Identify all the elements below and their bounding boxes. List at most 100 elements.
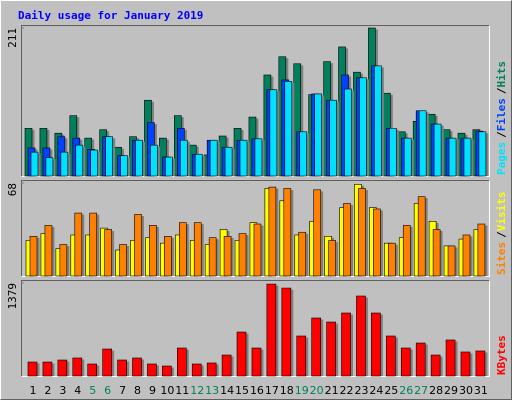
x-tick-label: 8 — [134, 384, 141, 397]
bar — [298, 231, 307, 277]
bar — [388, 242, 396, 277]
bar — [59, 244, 68, 277]
bar — [224, 146, 233, 177]
x-tick-label: 6 — [104, 384, 111, 397]
bar — [296, 335, 307, 377]
bar — [134, 214, 142, 277]
legend: Sites /Visits — [495, 192, 508, 276]
bar — [269, 89, 278, 177]
bar — [371, 312, 381, 377]
x-tick-label: 25 — [384, 384, 398, 397]
bar — [135, 139, 143, 177]
x-tick-label: 13 — [205, 384, 219, 397]
bar — [268, 186, 277, 277]
bar — [478, 131, 487, 177]
y-tick-label: 211 — [6, 28, 19, 48]
bar — [430, 354, 441, 377]
y-tick-label: 1379 — [6, 283, 19, 310]
bar — [266, 283, 277, 377]
x-tick-label: 11 — [175, 384, 189, 397]
bar — [206, 362, 217, 377]
x-tick-label: 16 — [250, 384, 264, 397]
bar — [105, 136, 113, 177]
panel-edge-dark — [21, 180, 490, 277]
bar — [119, 244, 127, 277]
bar — [74, 212, 83, 277]
bar — [447, 245, 456, 277]
bar — [44, 225, 53, 277]
bar — [209, 139, 218, 177]
bar — [400, 347, 411, 377]
bar — [239, 139, 248, 177]
x-tick-label: 10 — [160, 384, 174, 397]
x-tick-label: 7 — [119, 384, 126, 397]
bar — [165, 156, 173, 177]
panel-edge-light — [21, 280, 490, 377]
bar — [418, 110, 427, 177]
bar — [179, 222, 187, 277]
bar — [29, 236, 38, 277]
legend-entry: Pages — [495, 142, 508, 175]
bar — [374, 65, 382, 177]
bar — [373, 208, 381, 277]
bar — [389, 128, 397, 177]
bar — [236, 331, 247, 377]
x-tick-label: 2 — [44, 384, 51, 397]
bar — [132, 357, 142, 377]
bar — [326, 321, 336, 377]
bar — [284, 81, 293, 177]
bar — [341, 312, 351, 377]
bar — [27, 361, 38, 377]
y-tick-label: 68 — [6, 183, 19, 196]
legend-separator: / — [495, 131, 508, 138]
bar — [117, 359, 127, 377]
bar — [403, 137, 412, 177]
panel-edge-dark — [21, 280, 490, 377]
x-tick-label: 27 — [414, 384, 428, 397]
x-tick-label: 4 — [74, 384, 81, 397]
legend-separator: / — [495, 231, 508, 238]
bar — [120, 155, 128, 177]
bar — [477, 223, 486, 277]
legend-entry: KBytes — [495, 335, 508, 375]
x-tick-label: 29 — [444, 384, 458, 397]
bar — [102, 348, 112, 377]
bar — [359, 77, 367, 177]
bar — [147, 363, 157, 377]
bar — [45, 157, 54, 177]
bar — [402, 225, 411, 277]
bar — [162, 365, 172, 377]
bar — [415, 342, 426, 377]
bar — [281, 287, 292, 377]
bar — [311, 317, 321, 377]
bar — [149, 225, 157, 277]
bar — [283, 188, 292, 277]
bar — [150, 144, 158, 177]
legend-entry: Hits — [495, 61, 508, 88]
x-tick-label: 28 — [429, 384, 443, 397]
bar — [343, 203, 351, 277]
bar — [328, 240, 336, 277]
bar — [356, 295, 366, 377]
bar — [253, 223, 262, 277]
bar — [251, 347, 262, 377]
bar — [87, 363, 98, 377]
legend-separator: / — [495, 87, 508, 94]
x-tick-label: 17 — [265, 384, 279, 397]
bar — [75, 144, 84, 177]
bar — [386, 335, 396, 377]
bar — [223, 236, 232, 277]
bar — [313, 189, 321, 277]
bar — [194, 153, 203, 177]
bar — [42, 361, 53, 377]
bar — [463, 137, 472, 177]
x-tick-label: 22 — [340, 384, 354, 397]
bar — [299, 131, 308, 177]
bar — [208, 237, 217, 277]
panel-edge-light — [21, 25, 490, 177]
x-tick-label: 19 — [295, 384, 309, 397]
bar — [329, 99, 337, 177]
x-tick-label: 24 — [369, 384, 383, 397]
bar — [72, 357, 83, 377]
